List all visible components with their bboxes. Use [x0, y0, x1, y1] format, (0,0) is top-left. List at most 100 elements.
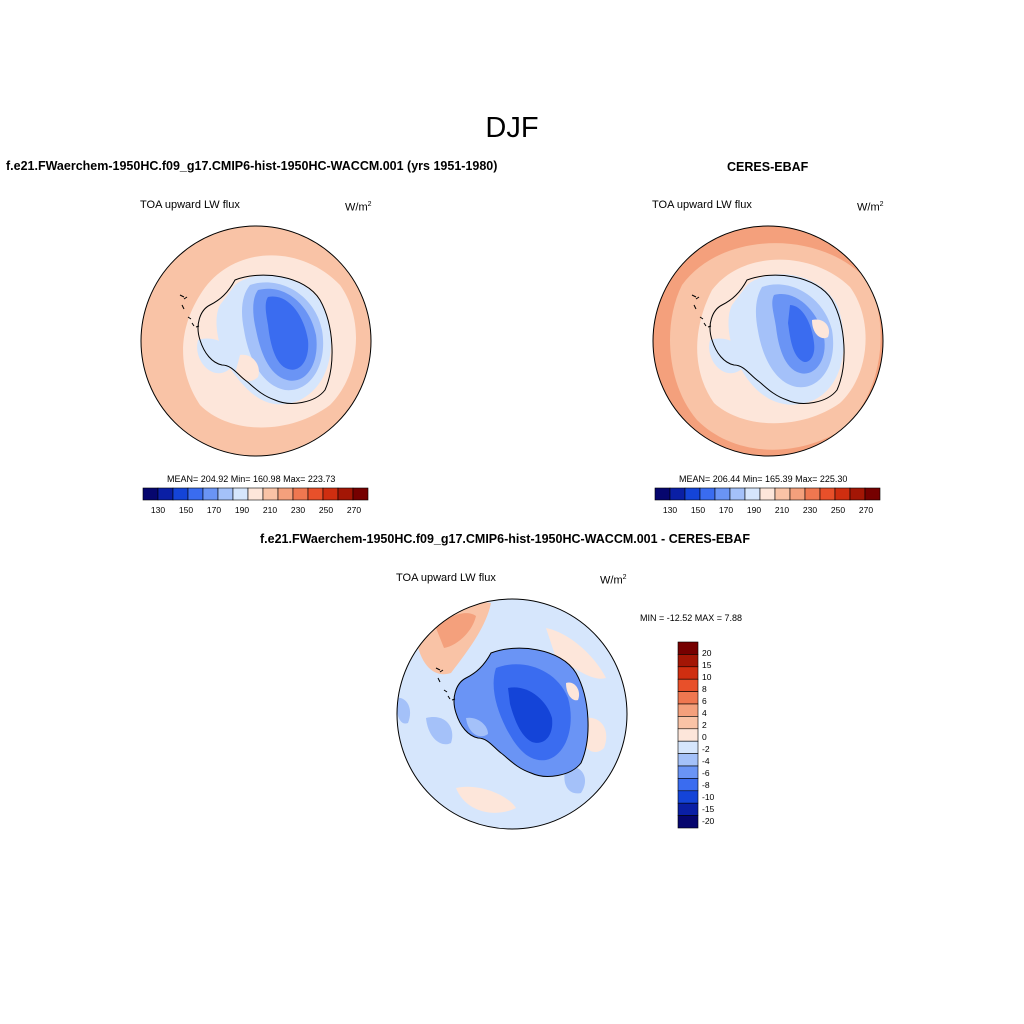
colorbar-swatch: [352, 487, 369, 501]
colorbar-tick-label: 20: [702, 648, 712, 658]
panel-2-variable-label: TOA upward LW flux: [652, 199, 752, 211]
colorbar-swatch: [834, 487, 851, 501]
colorbar-swatch: [819, 487, 836, 501]
colorbar-swatch: [677, 716, 699, 730]
colorbar-tick-label: -4: [702, 756, 710, 766]
colorbar-swatch: [677, 703, 699, 717]
colorbar-tick-label: 270: [858, 505, 874, 515]
colorbar-swatch: [187, 487, 204, 501]
colorbar-swatch: [677, 753, 699, 767]
panel-1-colorbar: [142, 487, 369, 501]
colorbar-tick-label: 6: [702, 696, 707, 706]
colorbar-swatch: [677, 765, 699, 779]
colorbar-swatch: [744, 487, 761, 501]
colorbar-tick-label: -15: [702, 804, 715, 814]
panel-3-stats: MIN = -12.52 MAX = 7.88: [640, 613, 743, 623]
panel-1-polar-map: [140, 225, 372, 457]
colorbar-tick-label: 130: [150, 505, 166, 515]
colorbar-swatch: [232, 487, 249, 501]
colorbar-tick-label: 15: [702, 660, 712, 670]
colorbar-swatch: [684, 487, 701, 501]
colorbar-swatch: [677, 691, 699, 705]
panel-2-polar-map: [652, 225, 884, 457]
colorbar-swatch: [669, 487, 686, 501]
colorbar-swatch: [677, 740, 699, 754]
colorbar-swatch: [729, 487, 746, 501]
colorbar-swatch: [677, 666, 699, 680]
panel-2-title: CERES-EBAF: [727, 160, 809, 174]
colorbar-tick-label: -20: [702, 816, 715, 826]
colorbar-swatch: [172, 487, 189, 501]
colorbar-tick-label: 150: [178, 505, 194, 515]
colorbar-swatch: [677, 728, 699, 742]
colorbar-swatch: [714, 487, 731, 501]
colorbar-tick-label: 230: [290, 505, 306, 515]
colorbar-swatch: [217, 487, 234, 501]
panel-2-coastline: [709, 274, 845, 404]
colorbar-tick-label: 170: [718, 505, 734, 515]
colorbar-swatch: [677, 778, 699, 792]
colorbar-swatch: [307, 487, 324, 501]
panel-1-variable-label: TOA upward LW flux: [140, 199, 240, 211]
colorbar-swatch: [202, 487, 219, 501]
colorbar-tick-label: -6: [702, 768, 710, 778]
colorbar-swatch: [247, 487, 264, 501]
colorbar-swatch: [654, 487, 671, 501]
colorbar-swatch: [142, 487, 159, 501]
colorbar-tick-label: -10: [702, 792, 715, 802]
main-title: DJF: [485, 112, 539, 144]
panel-2-units: W/m2: [857, 201, 884, 214]
panel-1-coastline: [197, 274, 333, 404]
colorbar-tick-label: -2: [702, 744, 710, 754]
panel-1-stats: MEAN= 204.92 Min= 160.98 Max= 223.73: [167, 474, 336, 484]
colorbar-swatch: [277, 487, 294, 501]
panel-3-map-border: [396, 598, 628, 830]
colorbar-swatch: [677, 815, 699, 829]
panel-1-units: W/m2: [345, 201, 372, 214]
colorbar-tick-label: 230: [802, 505, 818, 515]
colorbar-tick-label: 0: [702, 732, 707, 742]
colorbar-swatch: [322, 487, 339, 501]
colorbar-swatch: [677, 654, 699, 668]
colorbar-tick-label: 190: [234, 505, 250, 515]
panel-3-colorbar: [677, 641, 699, 829]
colorbar-swatch: [759, 487, 776, 501]
colorbar-swatch: [789, 487, 806, 501]
colorbar-swatch: [677, 790, 699, 804]
colorbar-tick-label: 270: [346, 505, 362, 515]
colorbar-swatch: [677, 802, 699, 816]
colorbar-tick-label: 170: [206, 505, 222, 515]
panel-3-coastline: [453, 647, 589, 777]
panel-3-title: f.e21.FWaerchem-1950HC.f09_g17.CMIP6-his…: [260, 532, 750, 546]
colorbar-tick-label: 130: [662, 505, 678, 515]
panel-1-map-border: [140, 225, 372, 457]
panel-2-colorbar-labels: 130 150 170 190 210 230 250 270: [655, 505, 880, 517]
colorbar-swatch: [774, 487, 791, 501]
colorbar-swatch: [677, 678, 699, 692]
colorbar-tick-label: 2: [702, 720, 707, 730]
colorbar-swatch: [804, 487, 821, 501]
colorbar-swatch: [849, 487, 866, 501]
colorbar-swatch: [157, 487, 174, 501]
colorbar-swatch: [699, 487, 716, 501]
panel-3-colorbar-labels: 20 15 10 8 6 4 2 0 -2 -4 -6 -8 -10 -15 -…: [702, 642, 732, 828]
colorbar-tick-label: 8: [702, 684, 707, 694]
panel-3-variable-label: TOA upward LW flux: [396, 572, 496, 584]
panel-2-map-border: [652, 225, 884, 457]
panel-1-title: f.e21.FWaerchem-1950HC.f09_g17.CMIP6-his…: [6, 159, 498, 173]
colorbar-tick-label: 190: [746, 505, 762, 515]
panel-3-peninsula-coast: [435, 667, 456, 701]
panel-3-polar-map: [396, 598, 628, 830]
colorbar-tick-label: 250: [318, 505, 334, 515]
colorbar-tick-label: 210: [774, 505, 790, 515]
panel-2-colorbar: [654, 487, 881, 501]
panel-2-stats: MEAN= 206.44 Min= 165.39 Max= 225.30: [679, 474, 848, 484]
panel-3-units: W/m2: [600, 574, 627, 587]
colorbar-tick-label: 250: [830, 505, 846, 515]
colorbar-tick-label: 10: [702, 672, 712, 682]
colorbar-tick-label: 210: [262, 505, 278, 515]
colorbar-swatch: [677, 641, 699, 655]
colorbar-swatch: [292, 487, 309, 501]
panel-1-peninsula-coast: [179, 294, 200, 328]
panel-2-peninsula-coast: [691, 294, 712, 328]
